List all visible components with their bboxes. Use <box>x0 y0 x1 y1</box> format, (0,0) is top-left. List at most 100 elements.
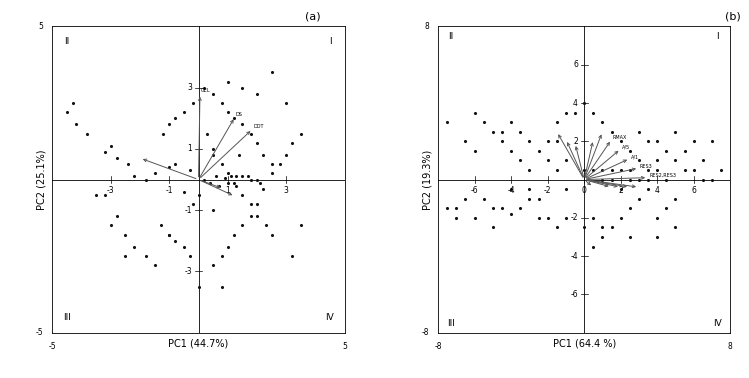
Point <box>105 222 117 228</box>
Point <box>706 177 718 183</box>
Point <box>99 149 111 155</box>
Text: (b): (b) <box>724 11 741 21</box>
Text: RES3: RES3 <box>640 164 652 169</box>
Point <box>111 213 123 219</box>
Point <box>469 110 481 116</box>
Point <box>615 138 627 144</box>
Point <box>210 174 222 180</box>
Point <box>697 157 709 163</box>
Text: 2: 2 <box>619 186 623 195</box>
Point <box>178 109 190 115</box>
Point <box>670 225 682 231</box>
Point <box>596 177 608 183</box>
Point <box>651 157 663 163</box>
Point <box>505 119 517 125</box>
Point <box>178 189 190 195</box>
Point <box>169 115 181 121</box>
Point <box>679 148 691 154</box>
Point <box>67 100 79 106</box>
Point <box>441 205 453 211</box>
Point <box>615 186 627 192</box>
Text: A/5: A/5 <box>622 144 630 150</box>
Point <box>198 85 210 91</box>
Point <box>105 143 117 149</box>
Point <box>679 167 691 173</box>
Point <box>128 174 140 180</box>
Text: RMAX: RMAX <box>613 135 627 140</box>
Point <box>524 167 536 173</box>
Point <box>120 232 132 238</box>
Point <box>615 215 627 221</box>
Point <box>496 205 508 211</box>
Point <box>642 167 654 173</box>
Text: 6: 6 <box>691 186 696 195</box>
Point <box>478 119 490 125</box>
Point <box>560 157 572 163</box>
Text: -8: -8 <box>434 342 442 351</box>
Point <box>624 177 636 183</box>
Text: II: II <box>64 37 70 46</box>
Point <box>670 196 682 202</box>
Point <box>633 177 645 183</box>
Point <box>187 201 198 207</box>
Point <box>257 152 269 158</box>
Point <box>254 180 266 186</box>
Text: -6: -6 <box>471 186 479 195</box>
Point <box>222 109 234 115</box>
Point <box>286 140 298 146</box>
Point <box>228 115 240 121</box>
Point <box>207 207 219 213</box>
Point <box>222 170 234 177</box>
Point <box>228 180 240 186</box>
Text: 3: 3 <box>284 186 288 195</box>
Point <box>198 177 210 183</box>
Point <box>163 232 175 238</box>
Point <box>487 129 499 135</box>
Point <box>251 201 263 207</box>
Point <box>82 131 94 137</box>
Point <box>624 205 636 211</box>
Point <box>587 167 599 173</box>
Point <box>237 85 249 91</box>
Point <box>624 148 636 154</box>
Point <box>524 196 536 202</box>
Text: GEL: GEL <box>201 88 210 93</box>
Y-axis label: PC2 (19.3%): PC2 (19.3%) <box>422 149 432 210</box>
Point <box>551 138 562 144</box>
Text: 5: 5 <box>342 342 347 351</box>
Point <box>99 192 111 198</box>
Point <box>237 121 249 127</box>
Point <box>295 131 307 137</box>
Text: IV: IV <box>713 319 722 328</box>
Point <box>551 167 562 173</box>
Y-axis label: PC2 (25.1%): PC2 (25.1%) <box>37 149 47 210</box>
Point <box>469 148 481 154</box>
Point <box>515 157 527 163</box>
Text: 0: 0 <box>582 186 586 195</box>
Point <box>533 148 545 154</box>
Point <box>192 192 204 198</box>
Text: 3: 3 <box>187 83 192 92</box>
Text: 1: 1 <box>225 186 230 195</box>
Point <box>111 155 123 161</box>
Text: (a): (a) <box>306 11 321 21</box>
Text: II: II <box>448 31 453 40</box>
Point <box>237 174 249 180</box>
Text: 1: 1 <box>187 144 192 153</box>
Point <box>606 167 618 173</box>
Text: RES2,RES3: RES2,RES3 <box>649 173 676 178</box>
Point <box>222 79 234 85</box>
Point <box>251 177 263 183</box>
Point <box>192 284 204 290</box>
Point <box>578 225 590 231</box>
Point <box>542 138 554 144</box>
Point <box>149 262 161 268</box>
Point <box>505 186 517 192</box>
Text: 4: 4 <box>573 99 578 107</box>
Text: A/1: A/1 <box>631 154 639 159</box>
Point <box>633 157 645 163</box>
Text: -1: -1 <box>185 206 192 215</box>
Point <box>624 167 636 173</box>
Text: -2: -2 <box>571 213 578 222</box>
Point <box>184 253 195 259</box>
